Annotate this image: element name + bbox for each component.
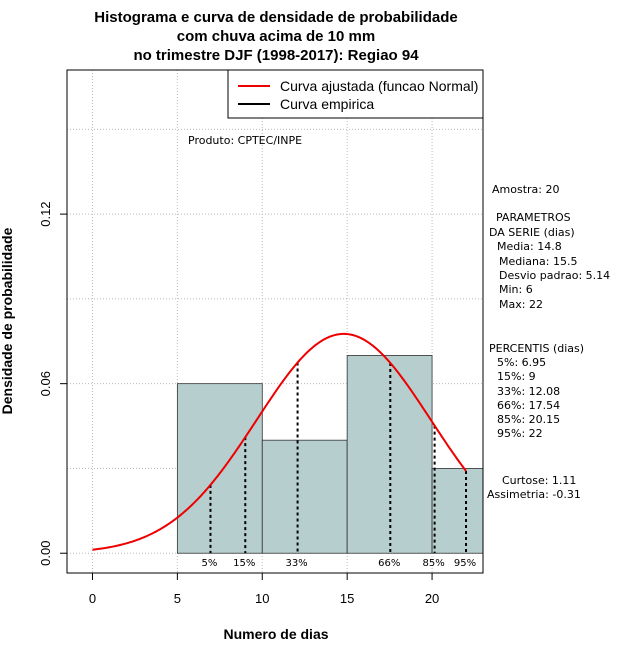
- histogram-bar: [261, 439, 348, 554]
- stat-curtose: Curtose: 1.11: [502, 474, 576, 487]
- percentile-label: 66%: [378, 558, 400, 569]
- percentile-label: 33%: [285, 558, 307, 569]
- chart-title-line-3: no trimestre DJF (1998-2017): Regiao 94: [133, 47, 419, 64]
- stat-p85: 85%: 20.15: [497, 413, 560, 426]
- histogram-bars: [176, 355, 484, 554]
- histogram-bar: [176, 383, 263, 554]
- stats-panel: Amostra: 20 PARAMETROS DA SERIE (dias) M…: [487, 183, 610, 501]
- stat-p15: 15%: 9: [497, 370, 536, 383]
- percentile-label: 85%: [422, 558, 444, 569]
- x-axis-title: Numero de dias: [223, 626, 328, 642]
- percentile-lines: [209, 362, 468, 554]
- stat-max: Max: 22: [499, 298, 543, 311]
- legend: Curva ajustada (funcao Normal) Curva emp…: [227, 69, 484, 119]
- percentile-label: 15%: [233, 558, 255, 569]
- chart-title-line-2: com chuva acima de 10 mm: [177, 28, 375, 45]
- y-axis: 0.00 0.06 0.12: [38, 201, 67, 566]
- x-tick-label: 0: [89, 591, 96, 606]
- percentile-label: 95%: [454, 558, 476, 569]
- y-axis-title: Densidade de probabilidade: [0, 227, 15, 414]
- normal-curve: [92, 332, 467, 551]
- stat-params-title-2: DA SERIE (dias): [489, 226, 575, 239]
- x-tick-label: 5: [174, 591, 181, 606]
- legend-label-normal: Curva ajustada (funcao Normal): [280, 78, 478, 94]
- chart-title-line-1: Histograma e curva de densidade de proba…: [94, 9, 457, 26]
- stat-p95: 95%: 22: [497, 427, 543, 440]
- stat-mediana: Mediana: 15.5: [499, 255, 577, 268]
- percentile-label: 5%: [202, 558, 218, 569]
- stat-desvio: Desvio padrao: 5.14: [499, 269, 610, 282]
- legend-label-empirical: Curva empirica: [280, 96, 374, 112]
- stat-p5: 5%: 6.95: [497, 356, 546, 369]
- histogram-bar: [431, 468, 484, 554]
- y-tick-label: 0.12: [38, 201, 53, 226]
- product-annotation: Produto: CPTEC/INPE: [188, 134, 302, 147]
- stat-min: Min: 6: [499, 283, 533, 296]
- x-tick-label: 10: [255, 591, 269, 606]
- percentile-labels: 5% 15% 33% 66% 85% 95%: [202, 558, 477, 569]
- stat-percentis-title: PERCENTIS (dias): [489, 342, 584, 355]
- stat-p33: 33%: 12.08: [497, 385, 560, 398]
- y-tick-label: 0.06: [38, 371, 53, 396]
- x-tick-label: 15: [340, 591, 354, 606]
- stat-assimetria: Assimetria: -0.31: [487, 488, 581, 501]
- y-tick-label: 0.00: [38, 541, 53, 566]
- stat-params-title-1: PARAMETROS: [496, 211, 571, 224]
- stat-media: Media: 14.8: [497, 240, 562, 253]
- legend-box: [227, 69, 484, 119]
- x-axis: 0 5 10 15 20: [89, 572, 439, 606]
- stat-sample: Amostra: 20: [492, 183, 559, 196]
- stat-p66: 66%: 17.54: [497, 399, 560, 412]
- x-tick-label: 20: [425, 591, 439, 606]
